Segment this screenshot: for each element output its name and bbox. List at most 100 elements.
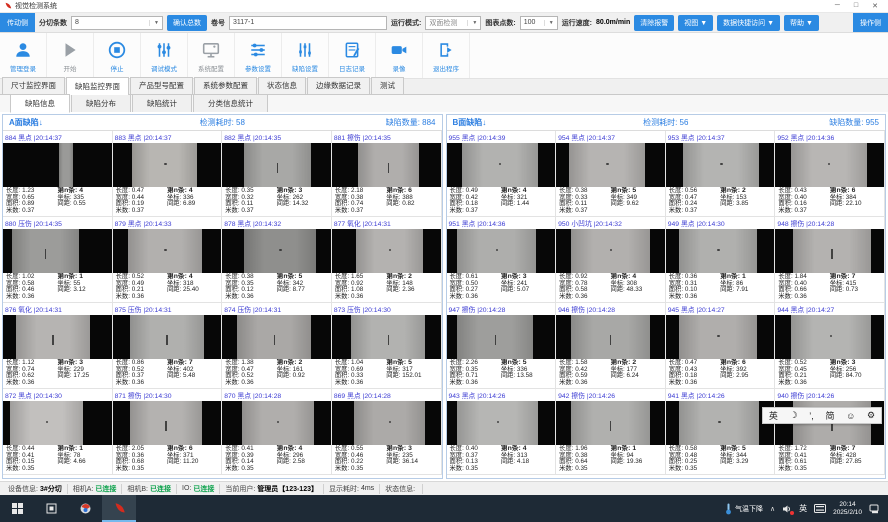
- maximize-button[interactable]: □: [853, 2, 859, 9]
- view-menu-button[interactable]: 视图 ▼: [678, 14, 714, 31]
- toolbar-icon-system-config[interactable]: 系统配置: [188, 33, 235, 78]
- defect-cell[interactable]: 954 黑点 |20:14:37 长度: 0.38 宽度: 0.33 面积: 0.11…: [556, 131, 666, 217]
- defect-cell[interactable]: 874 压伤 |20:14:31 长度: 1.38 宽度: 0.47 面积: 0.52…: [222, 303, 332, 389]
- tray-expand-icon[interactable]: ∧: [769, 505, 776, 513]
- defect-cell[interactable]: 871 擦伤 |20:14:30 长度: 2.05 宽度: 0.36 面积: 0.68…: [112, 389, 223, 475]
- ime-lang-en[interactable]: 英: [768, 411, 778, 421]
- defect-cell[interactable]: 880 压伤 |20:14:35 长度: 1.02 宽度: 0.58 面积: 0.46…: [3, 217, 113, 303]
- help-menu-button[interactable]: 帮助 ▼: [784, 14, 819, 31]
- defect-cell[interactable]: 951 黑点 |20:14:36 长度: 0.61 宽度: 0.50 面积: 0.27…: [446, 217, 557, 303]
- clock[interactable]: 20:14 2025/2/10: [833, 501, 862, 516]
- confirm-total-button[interactable]: 确认总数: [167, 14, 207, 31]
- defect-cell[interactable]: 945 黑点 |20:14:27 长度: 0.47 宽度: 0.43 面积: 0.18…: [665, 303, 776, 389]
- defect-cell[interactable]: 882 黑点 |20:14:35 长度: 0.35 宽度: 0.32 面积: 0.11…: [222, 131, 332, 217]
- defect-meta: 长度: 1.23 宽度: 0.65 面积: 0.89 米数: 0.37 第n条: 4 坐标…: [3, 187, 112, 216]
- clear-alarm-button[interactable]: 清除报警: [634, 14, 675, 31]
- defect-cell[interactable]: 879 黑点 |20:14:33 长度: 0.52 宽度: 0.49 面积: 0.21…: [112, 217, 223, 303]
- close-button[interactable]: ✕: [872, 3, 878, 10]
- defect-cell[interactable]: 949 黑点 |20:14:30 长度: 0.36 宽度: 0.31 面积: 0.10…: [665, 217, 776, 303]
- toolbar-icon-log-record[interactable]: 日志记录: [329, 33, 376, 78]
- toolbar-icon-recording[interactable]: 录像: [376, 33, 423, 78]
- meta-strip: 第n条: 5: [500, 358, 527, 366]
- keyboard-icon[interactable]: [814, 504, 827, 513]
- operator-side-button[interactable]: 操作侧: [853, 13, 888, 32]
- ime-moon-icon[interactable]: ☽: [789, 410, 798, 420]
- run-mode-select[interactable]: 双面检测 ▼: [425, 15, 482, 30]
- ime-simplified[interactable]: 简: [825, 411, 835, 421]
- toolbar-icon-param-settings[interactable]: 参数设置: [235, 33, 282, 78]
- panel-title[interactable]: B面缺陷↓: [452, 118, 487, 127]
- defect-cell[interactable]: 872 黑点 |20:14:30 长度: 0.44 宽度: 0.41 面积: 0.15…: [3, 389, 113, 475]
- defect-cell[interactable]: 953 黑点 |20:14:37 长度: 0.56 宽度: 0.47 面积: 0.24…: [665, 131, 776, 217]
- defect-cell[interactable]: 955 黑点 |20:14:39 长度: 0.49 宽度: 0.42 面积: 0.18…: [446, 131, 557, 217]
- toolbar-icon-defect-settings[interactable]: 缺陷设置: [282, 33, 329, 78]
- ime-language-bar[interactable]: 英 ☽ ’, 简 ☺ ⚙: [762, 407, 882, 424]
- vision-app-button[interactable]: [102, 495, 136, 522]
- defect-cell-header: 949 黑点 |20:14:30: [667, 221, 725, 228]
- meta-strip: 第n条: 4: [166, 272, 193, 280]
- defect-cell[interactable]: 947 擦伤 |20:14:28 长度: 2.26 宽度: 0.35 面积: 0.71…: [446, 303, 557, 389]
- defect-cell[interactable]: 875 压伤 |20:14:31 长度: 0.86 宽度: 0.52 面积: 0.37…: [112, 303, 223, 389]
- defect-cell[interactable]: 950 小凹坑 |20:14:32 长度: 0.92 宽度: 0.78 面积: 0.5…: [556, 217, 666, 303]
- defect-cell[interactable]: 873 压伤 |20:14:30 长度: 1.04 宽度: 0.69 面积: 0.33…: [331, 303, 442, 389]
- tab-main-3[interactable]: 系统参数配置: [194, 77, 257, 94]
- volume-button[interactable]: [782, 504, 795, 515]
- defect-cell[interactable]: 948 擦伤 |20:14:28 长度: 1.84 宽度: 0.40 面积: 0.66…: [775, 217, 885, 303]
- tab-sub-2[interactable]: 缺陷统计: [132, 94, 192, 112]
- toolbar-icon-admin-login[interactable]: 管理登录: [0, 33, 47, 78]
- ime-emoji-icon[interactable]: ☺: [846, 410, 856, 421]
- defect-cell[interactable]: 884 黑点 |20:14:37 长度: 1.23 宽度: 0.65 面积: 0.89…: [3, 131, 113, 217]
- defect-meta: 长度: 0.38 宽度: 0.35 面积: 0.12 米数: 0.36 第n条: 5 坐标…: [222, 273, 331, 302]
- tab-sub-1[interactable]: 缺陷分布: [71, 94, 131, 112]
- defect-cell[interactable]: 881 擦伤 |20:14:35 长度: 2.18 宽度: 0.38 面积: 0.74…: [331, 131, 442, 217]
- meta-right-col: 第n条: 3 坐标: 229 间距: 17.25: [57, 359, 108, 387]
- tab-main-5[interactable]: 边缘数据记录: [307, 77, 370, 94]
- meta-meters: 米数: 0.36: [334, 293, 364, 301]
- defect-cell[interactable]: 876 氧化 |20:14:31 长度: 1.12 宽度: 0.74 面积: 0.62…: [3, 303, 113, 389]
- defect-cell[interactable]: 883 黑点 |20:14:37 长度: 0.47 宽度: 0.44 面积: 0.19…: [112, 131, 223, 217]
- defect-cell[interactable]: 878 黑点 |20:14:32 长度: 0.38 宽度: 0.35 面积: 0.12…: [222, 217, 332, 303]
- toolbar-icon-start[interactable]: 开始: [47, 33, 94, 78]
- defect-cell[interactable]: 877 氧化 |20:14:31 长度: 1.65 宽度: 0.92 面积: 1.08…: [331, 217, 442, 303]
- defect-cell[interactable]: 952 黑点 |20:14:36 长度: 0.43 宽度: 0.40 面积: 0.16…: [775, 131, 885, 217]
- tab-main-2[interactable]: 产品型号配置: [130, 77, 193, 94]
- tab-main-0[interactable]: 尺寸监控界面: [2, 77, 65, 94]
- ime-punctuation-icon[interactable]: ’,: [809, 410, 814, 421]
- task-view-button[interactable]: [34, 495, 68, 522]
- defect-cell-header: 946 擦伤 |20:14:28: [558, 307, 616, 314]
- status-segment-1: 相机A: 已连接: [68, 483, 123, 494]
- tab-sub-3[interactable]: 分类信息统计: [193, 94, 268, 112]
- pinned-app-button[interactable]: [68, 495, 102, 522]
- defect-cell[interactable]: 946 擦伤 |20:14:28 长度: 1.58 宽度: 0.42 面积: 0.59…: [556, 303, 666, 389]
- meta-strip: 第n条: 5: [720, 444, 746, 452]
- defect-cell[interactable]: 942 擦伤 |20:14:26 长度: 1.96 宽度: 0.38 面积: 0.64…: [556, 389, 666, 475]
- toolbar-icon-debug-mode[interactable]: 调试模式: [141, 33, 188, 78]
- tab-main-4[interactable]: 状态信息: [258, 77, 306, 94]
- slit-count-select[interactable]: 8 ▼: [71, 15, 163, 30]
- defect-cell[interactable]: 944 黑点 |20:14:27 长度: 0.52 宽度: 0.45 面积: 0.21…: [775, 303, 885, 389]
- weather-widget[interactable]: 气温下降: [725, 503, 763, 515]
- drive-side-button[interactable]: 传动侧: [0, 13, 35, 32]
- ime-indicator[interactable]: 英: [799, 504, 808, 513]
- defect-cell[interactable]: 941 黑点 |20:14:26 长度: 0.58 宽度: 0.48 面积: 0.25…: [665, 389, 776, 475]
- minimize-button[interactable]: ─: [834, 2, 840, 9]
- chart-points-select[interactable]: 100 ▼: [519, 15, 558, 30]
- roll-number-input[interactable]: 3117-1: [229, 15, 387, 30]
- start-button[interactable]: [0, 495, 34, 522]
- defect-mark: [829, 334, 833, 338]
- panel-title[interactable]: A面缺陷↓: [9, 118, 43, 127]
- tab-main-1[interactable]: 缺陷监控界面: [66, 77, 129, 95]
- defect-cell[interactable]: 943 黑点 |20:14:26 长度: 0.40 宽度: 0.37 面积: 0.13…: [446, 389, 557, 475]
- tab-main-6[interactable]: 测试: [371, 77, 404, 94]
- defect-cell[interactable]: 870 黑点 |20:14:28 长度: 0.41 宽度: 0.39 面积: 0.14…: [222, 389, 332, 475]
- roll-number-label: 卷号: [211, 19, 225, 27]
- action-center-icon[interactable]: [869, 503, 880, 514]
- tab-sub-0[interactable]: 缺陷信息: [10, 94, 70, 113]
- ime-settings-icon[interactable]: ⚙: [867, 410, 876, 420]
- data-quick-access-button[interactable]: 数据快捷访问 ▼: [717, 14, 781, 31]
- defect-cell[interactable]: 940 擦伤 |20:14:26 长度: 1.72 宽度: 0.41 面积: 0.61…: [775, 389, 885, 475]
- toolbar-icon-exit-program[interactable]: 退出程序: [423, 33, 470, 78]
- toolbar-icon-stop[interactable]: 停止: [94, 33, 141, 78]
- defect-cell[interactable]: 869 黑点 |20:14:28 长度: 0.55 宽度: 0.46 面积: 0.22…: [331, 389, 442, 475]
- meta-right-col: 第n条: 3 坐标: 241 间距: 5.07: [501, 273, 552, 301]
